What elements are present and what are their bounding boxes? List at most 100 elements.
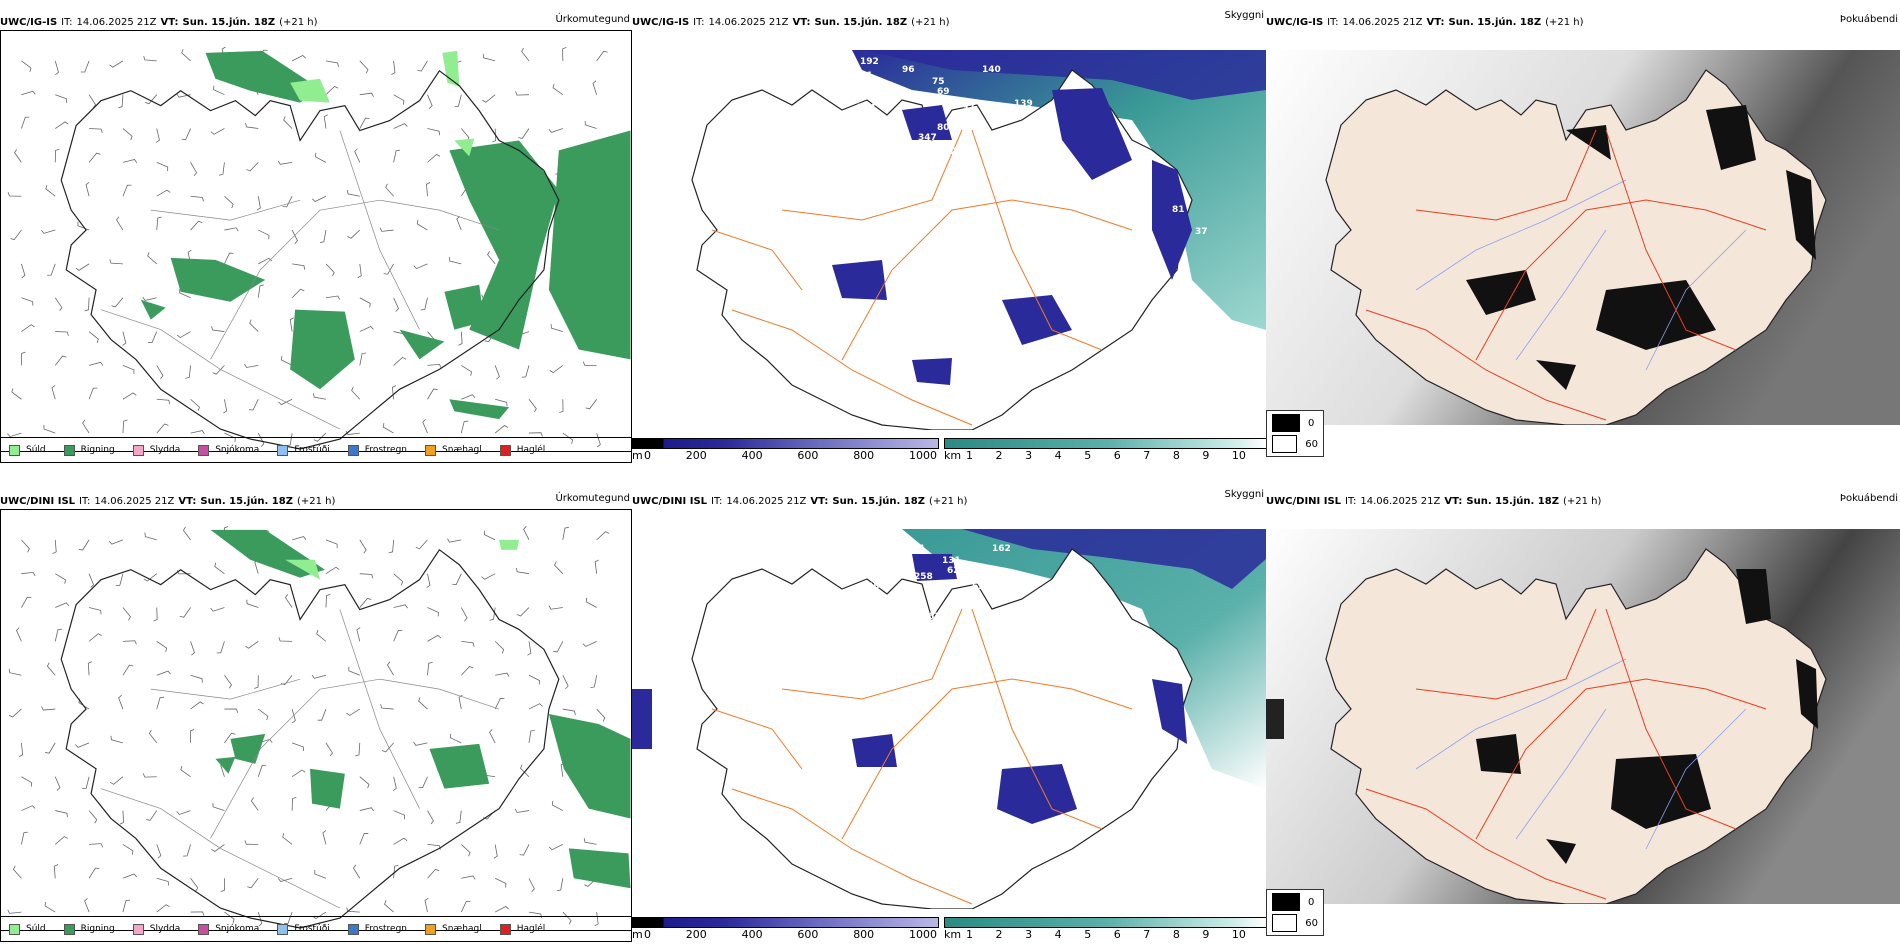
lead-time: (+21 h)	[928, 495, 968, 507]
wind-barb	[190, 641, 195, 656]
wind-barb	[325, 742, 333, 757]
wind-barb	[289, 317, 294, 332]
wind-barb	[190, 878, 199, 892]
wind-barb	[594, 559, 599, 574]
wind-barb	[494, 877, 507, 888]
wind-barb	[448, 256, 462, 265]
legend-swatch	[198, 444, 210, 456]
cloud-base-label: 45	[867, 582, 880, 592]
wind-barb	[548, 605, 563, 610]
wind-barb	[519, 844, 530, 856]
wind-barb	[454, 94, 462, 108]
wind-barb	[119, 810, 124, 825]
wind-barb	[84, 898, 90, 913]
scale-tick-label: 7	[1143, 928, 1151, 941]
wind-barb	[528, 674, 541, 685]
wind-barb	[254, 675, 259, 689]
wind-barb	[312, 911, 327, 920]
panel-title: Úrkomutegund	[555, 493, 630, 504]
wind-barb	[427, 154, 441, 163]
wind-barb	[494, 697, 505, 710]
visibility-ticks: 1 2 3 4 5 6 7 8 9 10	[966, 928, 1246, 941]
wind-barb	[156, 398, 171, 405]
wind-barb	[314, 152, 327, 163]
cloud-base-label: 38	[872, 235, 885, 245]
low-cloud-edge	[632, 689, 652, 749]
wind-barb	[450, 733, 462, 744]
wind-barb	[190, 195, 204, 202]
fog-index-map	[1266, 529, 1900, 904]
wind-barb	[122, 365, 135, 374]
wind-barb	[156, 696, 165, 710]
wind-barb	[385, 183, 394, 197]
wind-barb	[515, 91, 529, 96]
roads	[100, 130, 500, 430]
wind-barb	[562, 47, 567, 61]
model-name: UWC/IG-IS	[0, 16, 58, 28]
cloud-panel-bottom: UWC/DINI ISL IT: 14.06.2025 21Z VT: Sun.…	[632, 489, 1268, 943]
wind-barb	[180, 765, 191, 778]
wind-barb	[176, 810, 191, 815]
legend-label: Frostúði	[294, 445, 330, 455]
cloud-base-label: 162	[992, 544, 1011, 554]
wind-barb	[7, 192, 22, 197]
wind-barb	[311, 674, 327, 679]
fog-patches	[1476, 569, 1818, 864]
wind-barb	[528, 703, 543, 710]
wind-barb	[122, 392, 137, 400]
wind-barb	[122, 419, 128, 434]
wind-barb	[379, 227, 394, 232]
legend-swatch	[9, 923, 20, 935]
wind-barb	[21, 805, 36, 811]
fog-legend-label: 0	[1308, 896, 1315, 908]
wind-barb	[148, 729, 158, 744]
wind-barb	[257, 764, 267, 777]
wind-barb	[156, 216, 162, 231]
wind-barb	[53, 864, 59, 879]
scale-tick-label: 400	[741, 928, 763, 941]
wind-barb	[596, 50, 608, 62]
panel-header: UWC/DINI ISL IT: 14.06.2025 21Z VT: Sun.…	[632, 495, 968, 507]
sea-visibility-field	[852, 50, 1266, 330]
visibility-unit: km	[944, 928, 962, 941]
wind-barb	[82, 776, 90, 790]
wind-barb	[482, 53, 496, 62]
legend-item: Súld	[9, 923, 46, 935]
wind-barb	[413, 741, 428, 746]
wind-barb	[393, 604, 408, 609]
fog-panel-top: UWC/IG-IS IT: 14.06.2025 21Z VT: Sun. 15…	[1266, 14, 1900, 464]
wind-barb	[427, 868, 440, 879]
wind-barb	[45, 184, 56, 197]
legend-label: Frostregn	[364, 445, 408, 455]
wind-barb	[283, 116, 293, 129]
cloud-base-label: 64	[900, 606, 913, 616]
wind-barb	[516, 607, 530, 617]
wind-barb	[346, 189, 360, 197]
wind-barb	[122, 128, 133, 141]
wind-barb	[21, 539, 30, 553]
wind-barb	[54, 355, 67, 366]
fog-patches	[1466, 105, 1816, 390]
scale-tick-label: 9	[1202, 449, 1210, 462]
wind-barb	[592, 80, 598, 95]
wind-barb	[420, 297, 428, 311]
wind-barb	[521, 47, 530, 62]
iceland-outline	[691, 548, 1193, 909]
wind-barb	[45, 742, 56, 754]
panel-header: UWC/DINI ISL IT: 14.06.2025 21Z VT: Sun.…	[0, 495, 336, 507]
wind-barb	[313, 393, 327, 400]
wind-barb	[190, 701, 204, 710]
fog-edge	[1266, 699, 1284, 739]
scale-tick-label: 0	[644, 928, 651, 941]
wind-barb	[245, 641, 259, 649]
lead-time: (+21 h)	[1562, 495, 1602, 507]
wind-barb	[284, 594, 293, 608]
wind-barb	[494, 906, 509, 913]
cloud-base-label: 186	[782, 57, 801, 67]
cloud-base-label: 63	[928, 612, 941, 622]
wind-barb	[54, 148, 60, 163]
scale-tick-label: 8	[1172, 449, 1180, 462]
cloud-base-label: 69	[937, 87, 950, 97]
wind-barb	[55, 121, 69, 129]
roads	[711, 608, 1133, 905]
